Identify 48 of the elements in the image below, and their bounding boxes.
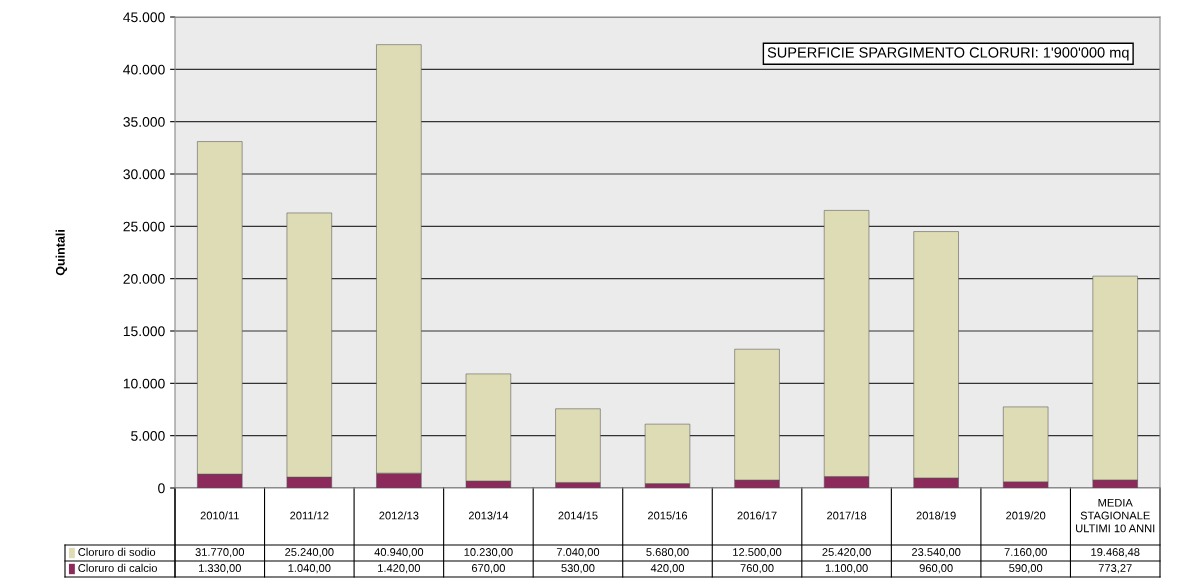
data-label: 31.770,00 xyxy=(195,548,245,558)
data-label: 420,00 xyxy=(650,564,685,574)
data-label: 1.330,00 xyxy=(199,564,241,574)
data-label: 5.680,00 xyxy=(646,548,689,558)
x-tick-label: 2010/11 xyxy=(200,511,239,520)
data-label: 760,00 xyxy=(740,564,774,574)
data-label: 25.240,00 xyxy=(285,548,334,558)
x-tick-label: 2019/20 xyxy=(1006,511,1046,520)
data-label: 1.040,00 xyxy=(288,564,331,574)
x-tick-label: 2011/12 xyxy=(290,511,329,520)
x-tick-label: 2018/19 xyxy=(916,511,956,520)
y-tick-label: 15.000 xyxy=(123,326,165,337)
data-label: 1.420,00 xyxy=(378,564,421,574)
data-label: 670,00 xyxy=(471,564,505,574)
y-tick-label: 35.000 xyxy=(123,117,165,127)
data-label: 25.420,00 xyxy=(822,548,871,558)
y-axis-title: Quintali xyxy=(55,230,68,276)
y-tick-label: 40.000 xyxy=(123,64,165,75)
data-label: 530,00 xyxy=(561,564,595,574)
data-label: 1.100,00 xyxy=(825,564,868,574)
data-label: 7.160,00 xyxy=(1004,548,1047,558)
data-label: 23.540,00 xyxy=(911,548,961,558)
data-label: 10.230,00 xyxy=(464,548,513,558)
data-label: 960,00 xyxy=(919,564,953,574)
y-tick-label: 0 xyxy=(158,483,165,494)
x-tick-label: 2013/14 xyxy=(468,511,509,520)
y-tick-label: 45.000 xyxy=(123,12,165,23)
data-label: 40.940,00 xyxy=(374,548,424,558)
x-tick-label: 2016/17 xyxy=(737,511,777,520)
x-tick-label: MEDIA STAGIONALE ULTIMI 10 ANNI xyxy=(1076,498,1155,533)
legend-label: Cloruro di sodio xyxy=(78,547,156,556)
annotation: SUPERFICIE SPARGIMENTO CLORURI: 1'900'000 mq xyxy=(767,47,1129,61)
legend-label: Cloruro di calcio xyxy=(78,563,157,572)
data-label: 773,27 xyxy=(1098,564,1132,574)
y-tick-label: 5.000 xyxy=(131,431,165,441)
x-tick-label: 2014/15 xyxy=(558,511,598,520)
y-tick-label: 10.000 xyxy=(123,378,165,389)
data-label: 7.040,00 xyxy=(556,548,600,558)
y-tick-label: 20.000 xyxy=(123,274,165,284)
x-tick-label: 2017/18 xyxy=(827,511,867,520)
y-tick-label: 30.000 xyxy=(123,169,165,180)
data-label: 12.500,00 xyxy=(733,548,782,558)
data-label: 19.468,48 xyxy=(1091,548,1140,558)
y-tick-label: 25.000 xyxy=(123,221,165,232)
bar xyxy=(644,423,691,484)
x-tick-label: 2012/13 xyxy=(379,511,419,520)
x-tick-label: 2015/16 xyxy=(647,511,688,520)
data-label: 590,00 xyxy=(1009,564,1043,574)
